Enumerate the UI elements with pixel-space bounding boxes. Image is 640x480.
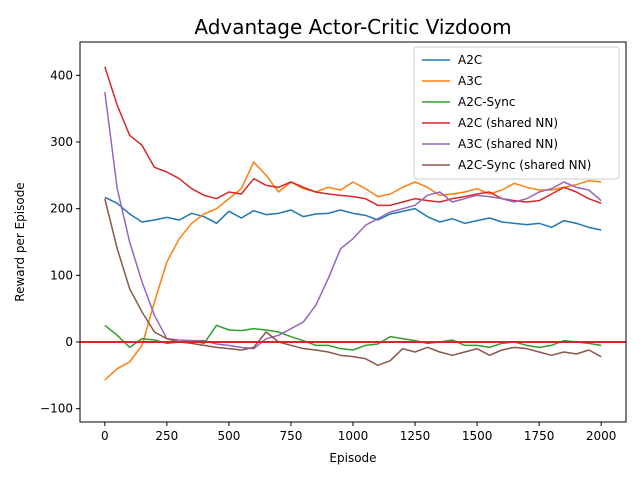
y-tick-label: −100 — [40, 402, 73, 416]
legend: A2C A3C A2C-Sync A2C (shared NN) A3C (shared… — [413, 46, 620, 180]
legend-label: A3C (shared NN) — [458, 137, 558, 151]
y-tick-label: 200 — [50, 202, 73, 216]
chart-title: Advantage Actor-Critic Vizdoom — [194, 15, 511, 39]
y-axis-label: Reward per Episode — [13, 182, 27, 301]
legend-label: A2C-Sync — [458, 95, 515, 109]
y-tick-label: 100 — [50, 268, 73, 282]
plot-area: 0 250 500 750 1000 1250 1500 1750 2000 −100 0 100 20… — [40, 41, 627, 443]
series-line-a3c — [104, 161, 602, 381]
legend-label: A2C (shared NN) — [458, 116, 558, 130]
x-tick-label: 0 — [101, 429, 109, 443]
x-tick-label: 1250 — [400, 429, 431, 443]
legend-label: A3C — [458, 74, 482, 88]
x-tick-label: 500 — [217, 429, 240, 443]
legend-label: A2C-Sync (shared NN) — [458, 158, 591, 172]
x-tick-label: 1000 — [338, 429, 369, 443]
x-tick-label: 750 — [280, 429, 303, 443]
x-tick-label: 250 — [155, 429, 178, 443]
legend-box — [413, 46, 620, 180]
x-tick-label: 2000 — [586, 429, 617, 443]
series-line-a3c-shared-nn — [104, 91, 602, 350]
series-line-a2c — [104, 196, 602, 231]
y-tick-label: 300 — [50, 135, 73, 149]
series-line-a2c-sync — [104, 324, 602, 351]
x-axis-label: Episode — [329, 451, 376, 465]
x-tick-label: 1500 — [462, 429, 493, 443]
legend-label: A2C — [458, 53, 482, 67]
x-tick-label: 1750 — [524, 429, 555, 443]
y-tick-label: 0 — [65, 335, 73, 349]
y-tick-label: 400 — [50, 68, 73, 82]
